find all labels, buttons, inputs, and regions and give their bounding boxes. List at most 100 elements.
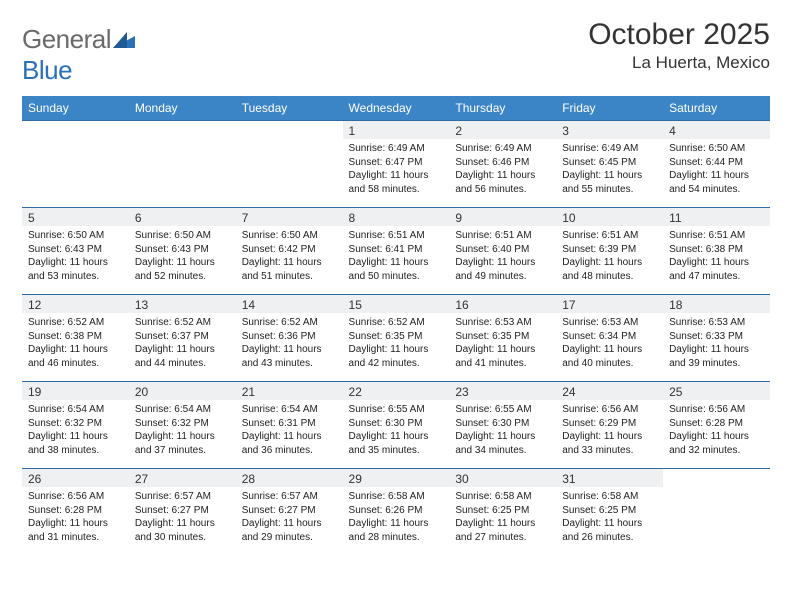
day-details: Sunrise: 6:49 AMSunset: 6:45 PMDaylight:… (556, 139, 663, 200)
day-number: 13 (129, 295, 236, 313)
sunset-line: Sunset: 6:25 PM (562, 504, 657, 518)
calendar-cell: 17Sunrise: 6:53 AMSunset: 6:34 PMDayligh… (556, 295, 663, 382)
sunset-line: Sunset: 6:36 PM (242, 330, 337, 344)
calendar-cell (22, 121, 129, 208)
daylight-line: Daylight: 11 hours and 28 minutes. (349, 517, 444, 544)
day-details: Sunrise: 6:55 AMSunset: 6:30 PMDaylight:… (343, 400, 450, 461)
sunset-line: Sunset: 6:35 PM (349, 330, 444, 344)
day-details: Sunrise: 6:52 AMSunset: 6:37 PMDaylight:… (129, 313, 236, 374)
daylight-line: Daylight: 11 hours and 42 minutes. (349, 343, 444, 370)
calendar-cell: 19Sunrise: 6:54 AMSunset: 6:32 PMDayligh… (22, 382, 129, 469)
sunset-line: Sunset: 6:47 PM (349, 156, 444, 170)
sunrise-line: Sunrise: 6:57 AM (242, 490, 337, 504)
sunset-line: Sunset: 6:26 PM (349, 504, 444, 518)
sunset-line: Sunset: 6:37 PM (135, 330, 230, 344)
daylight-line: Daylight: 11 hours and 51 minutes. (242, 256, 337, 283)
day-details: Sunrise: 6:53 AMSunset: 6:33 PMDaylight:… (663, 313, 770, 374)
sunset-line: Sunset: 6:31 PM (242, 417, 337, 431)
sunrise-line: Sunrise: 6:58 AM (349, 490, 444, 504)
daylight-line: Daylight: 11 hours and 27 minutes. (455, 517, 550, 544)
calendar-cell: 24Sunrise: 6:56 AMSunset: 6:29 PMDayligh… (556, 382, 663, 469)
daylight-line: Daylight: 11 hours and 43 minutes. (242, 343, 337, 370)
day-number: 26 (22, 469, 129, 487)
day-details (663, 487, 770, 494)
daylight-line: Daylight: 11 hours and 29 minutes. (242, 517, 337, 544)
daylight-line: Daylight: 11 hours and 34 minutes. (455, 430, 550, 457)
day-number: 8 (343, 208, 450, 226)
day-number: 27 (129, 469, 236, 487)
calendar-cell: 8Sunrise: 6:51 AMSunset: 6:41 PMDaylight… (343, 208, 450, 295)
sunrise-line: Sunrise: 6:51 AM (349, 229, 444, 243)
day-number: 14 (236, 295, 343, 313)
calendar-cell: 13Sunrise: 6:52 AMSunset: 6:37 PMDayligh… (129, 295, 236, 382)
calendar-table: SundayMondayTuesdayWednesdayThursdayFrid… (22, 96, 770, 555)
day-details: Sunrise: 6:51 AMSunset: 6:39 PMDaylight:… (556, 226, 663, 287)
day-number: 30 (449, 469, 556, 487)
day-number: 28 (236, 469, 343, 487)
month-title: October 2025 (588, 18, 770, 51)
sunrise-line: Sunrise: 6:49 AM (349, 142, 444, 156)
day-details: Sunrise: 6:51 AMSunset: 6:38 PMDaylight:… (663, 226, 770, 287)
calendar-cell: 10Sunrise: 6:51 AMSunset: 6:39 PMDayligh… (556, 208, 663, 295)
calendar-cell: 3Sunrise: 6:49 AMSunset: 6:45 PMDaylight… (556, 121, 663, 208)
calendar-cell: 23Sunrise: 6:55 AMSunset: 6:30 PMDayligh… (449, 382, 556, 469)
calendar-week-row: 12Sunrise: 6:52 AMSunset: 6:38 PMDayligh… (22, 295, 770, 382)
title-block: October 2025 La Huerta, Mexico (588, 18, 770, 73)
calendar-cell (236, 121, 343, 208)
sunset-line: Sunset: 6:30 PM (455, 417, 550, 431)
daylight-line: Daylight: 11 hours and 48 minutes. (562, 256, 657, 283)
weekday-header: Sunday (22, 96, 129, 121)
sunset-line: Sunset: 6:35 PM (455, 330, 550, 344)
sunrise-line: Sunrise: 6:55 AM (349, 403, 444, 417)
day-number: 16 (449, 295, 556, 313)
day-details: Sunrise: 6:52 AMSunset: 6:36 PMDaylight:… (236, 313, 343, 374)
sunrise-line: Sunrise: 6:57 AM (135, 490, 230, 504)
calendar-cell: 14Sunrise: 6:52 AMSunset: 6:36 PMDayligh… (236, 295, 343, 382)
day-number (663, 469, 770, 487)
sunset-line: Sunset: 6:43 PM (28, 243, 123, 257)
sunrise-line: Sunrise: 6:58 AM (562, 490, 657, 504)
daylight-line: Daylight: 11 hours and 56 minutes. (455, 169, 550, 196)
day-details: Sunrise: 6:54 AMSunset: 6:31 PMDaylight:… (236, 400, 343, 461)
sunrise-line: Sunrise: 6:53 AM (562, 316, 657, 330)
calendar-cell: 26Sunrise: 6:56 AMSunset: 6:28 PMDayligh… (22, 469, 129, 556)
calendar-cell: 25Sunrise: 6:56 AMSunset: 6:28 PMDayligh… (663, 382, 770, 469)
sunrise-line: Sunrise: 6:54 AM (135, 403, 230, 417)
sunset-line: Sunset: 6:33 PM (669, 330, 764, 344)
brand-name-gray: General (22, 24, 111, 54)
day-details: Sunrise: 6:56 AMSunset: 6:28 PMDaylight:… (22, 487, 129, 548)
day-details: Sunrise: 6:57 AMSunset: 6:27 PMDaylight:… (129, 487, 236, 548)
sunrise-line: Sunrise: 6:49 AM (562, 142, 657, 156)
day-details: Sunrise: 6:51 AMSunset: 6:41 PMDaylight:… (343, 226, 450, 287)
weekday-row: SundayMondayTuesdayWednesdayThursdayFrid… (22, 96, 770, 121)
day-number: 22 (343, 382, 450, 400)
day-number: 20 (129, 382, 236, 400)
sunset-line: Sunset: 6:30 PM (349, 417, 444, 431)
day-details: Sunrise: 6:56 AMSunset: 6:29 PMDaylight:… (556, 400, 663, 461)
daylight-line: Daylight: 11 hours and 40 minutes. (562, 343, 657, 370)
day-details: Sunrise: 6:54 AMSunset: 6:32 PMDaylight:… (22, 400, 129, 461)
day-details: Sunrise: 6:53 AMSunset: 6:35 PMDaylight:… (449, 313, 556, 374)
daylight-line: Daylight: 11 hours and 47 minutes. (669, 256, 764, 283)
day-number: 1 (343, 121, 450, 139)
day-number: 25 (663, 382, 770, 400)
day-number: 12 (22, 295, 129, 313)
sunset-line: Sunset: 6:29 PM (562, 417, 657, 431)
calendar-cell: 11Sunrise: 6:51 AMSunset: 6:38 PMDayligh… (663, 208, 770, 295)
day-number: 21 (236, 382, 343, 400)
sunrise-line: Sunrise: 6:53 AM (455, 316, 550, 330)
day-details: Sunrise: 6:49 AMSunset: 6:46 PMDaylight:… (449, 139, 556, 200)
daylight-line: Daylight: 11 hours and 46 minutes. (28, 343, 123, 370)
day-details: Sunrise: 6:52 AMSunset: 6:38 PMDaylight:… (22, 313, 129, 374)
day-details: Sunrise: 6:49 AMSunset: 6:47 PMDaylight:… (343, 139, 450, 200)
day-details: Sunrise: 6:52 AMSunset: 6:35 PMDaylight:… (343, 313, 450, 374)
day-details: Sunrise: 6:50 AMSunset: 6:44 PMDaylight:… (663, 139, 770, 200)
sunset-line: Sunset: 6:46 PM (455, 156, 550, 170)
weekday-header: Friday (556, 96, 663, 121)
sunrise-line: Sunrise: 6:56 AM (562, 403, 657, 417)
daylight-line: Daylight: 11 hours and 39 minutes. (669, 343, 764, 370)
day-details (236, 139, 343, 146)
day-number: 7 (236, 208, 343, 226)
location-label: La Huerta, Mexico (588, 53, 770, 73)
sunrise-line: Sunrise: 6:53 AM (669, 316, 764, 330)
